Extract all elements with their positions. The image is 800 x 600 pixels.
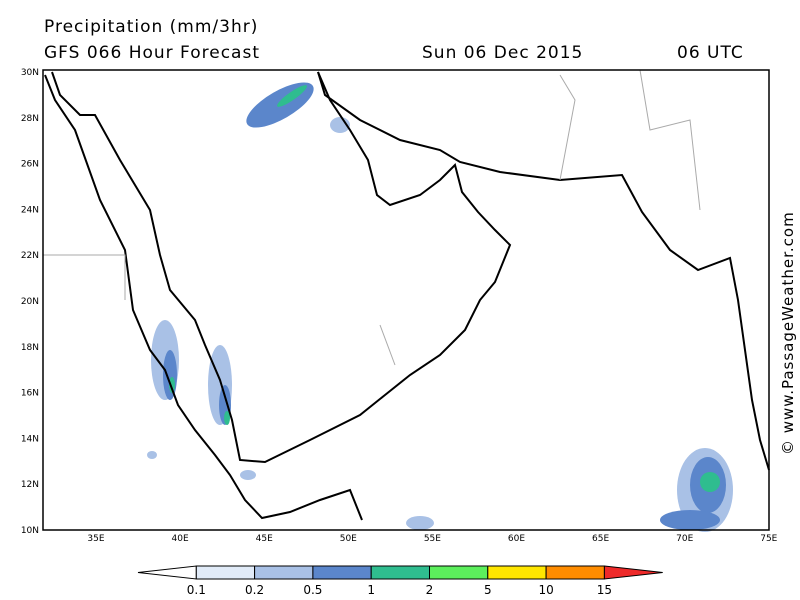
lon-label: 65E xyxy=(592,534,609,544)
lat-label: 20N xyxy=(21,297,39,307)
legend-swatch xyxy=(545,565,605,580)
credit: © www.PassageWeather.com xyxy=(779,211,797,455)
borders xyxy=(43,69,701,366)
legend-label: 5 xyxy=(484,583,492,597)
lon-label: 70E xyxy=(676,534,693,544)
legend-swatch xyxy=(312,565,372,580)
lon-label: 35E xyxy=(87,534,104,544)
legend-swatch xyxy=(603,565,663,580)
title: Precipitation (mm/3hr) xyxy=(44,17,258,37)
legend-swatch xyxy=(195,565,256,580)
legend-swatch xyxy=(487,565,547,580)
lat-label: 22N xyxy=(21,251,39,261)
legend-label: 10 xyxy=(538,583,553,597)
legend-label: 2 xyxy=(426,583,434,597)
legend-label: 15 xyxy=(597,583,612,597)
model: GFS 066 Hour Forecast xyxy=(44,43,260,63)
lat-label: 12N xyxy=(21,480,39,490)
time: 06 UTC xyxy=(677,43,744,63)
lon-label: 55E xyxy=(424,534,441,544)
lat-label: 30N xyxy=(21,68,39,78)
lon-label: 40E xyxy=(172,534,189,544)
coastlines xyxy=(44,71,770,521)
legend-swatch xyxy=(254,565,314,580)
legend-label: 0.1 xyxy=(187,583,206,597)
lat-label: 16N xyxy=(21,389,39,399)
lon-label: 50E xyxy=(340,534,357,544)
precip xyxy=(147,82,733,532)
lat-label: 24N xyxy=(21,205,39,215)
legend-label: 1 xyxy=(367,583,375,597)
lon-label: 45E xyxy=(256,534,273,544)
legend-label: 0.2 xyxy=(245,583,264,597)
legend-label: 0.5 xyxy=(303,583,322,597)
legend-swatch xyxy=(429,565,489,580)
lat-label: 18N xyxy=(21,343,39,353)
date: Sun 06 Dec 2015 xyxy=(422,43,583,63)
map-frame xyxy=(42,69,770,531)
lat-label: 26N xyxy=(21,160,39,170)
lon-label: 75E xyxy=(760,534,777,544)
lat-label: 28N xyxy=(21,114,39,124)
lon-label: 60E xyxy=(508,534,525,544)
legend-swatch xyxy=(137,565,197,580)
lat-label: 14N xyxy=(21,434,39,444)
lat-label: 10N xyxy=(21,526,39,536)
legend-swatch xyxy=(370,565,431,580)
